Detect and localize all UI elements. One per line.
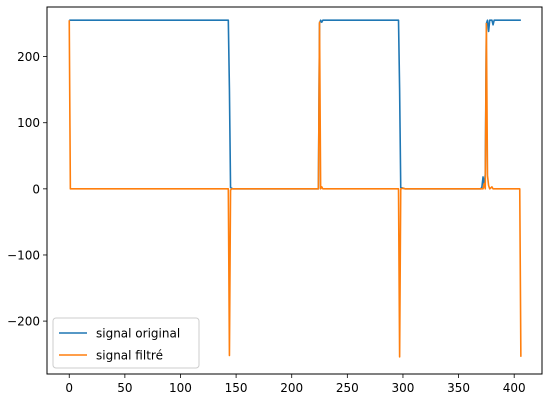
- x-tick-label: 350: [447, 381, 470, 395]
- y-tick-label: −200: [7, 315, 40, 329]
- x-tick-label: 250: [336, 381, 359, 395]
- series-line-1: [68, 20, 522, 358]
- y-tick-label: 0: [32, 182, 40, 196]
- legend-box: [52, 317, 200, 369]
- legend: signal original signal filtré: [52, 317, 200, 369]
- y-axis-ticks: −200 −100 0 100 200: [7, 50, 47, 329]
- x-tick-label: 200: [280, 381, 303, 395]
- x-tick-label: 50: [117, 381, 132, 395]
- y-tick-label: 100: [17, 116, 40, 130]
- y-tick-label: 200: [17, 50, 40, 64]
- plot-area: [47, 7, 542, 374]
- y-tick-label: −100: [7, 248, 40, 262]
- x-tick-label: 400: [503, 381, 526, 395]
- x-tick-label: 100: [169, 381, 192, 395]
- x-tick-label: 0: [65, 381, 73, 395]
- x-tick-label: 150: [225, 381, 248, 395]
- plot-frame: [46, 6, 543, 375]
- series-layer: [68, 19, 522, 358]
- x-tick-label: 300: [392, 381, 415, 395]
- legend-label-original: signal original: [96, 327, 180, 341]
- legend-label-filtre: signal filtré: [96, 349, 163, 363]
- x-axis-ticks: 0 50 100 150 200 250 300 350 400: [65, 374, 526, 395]
